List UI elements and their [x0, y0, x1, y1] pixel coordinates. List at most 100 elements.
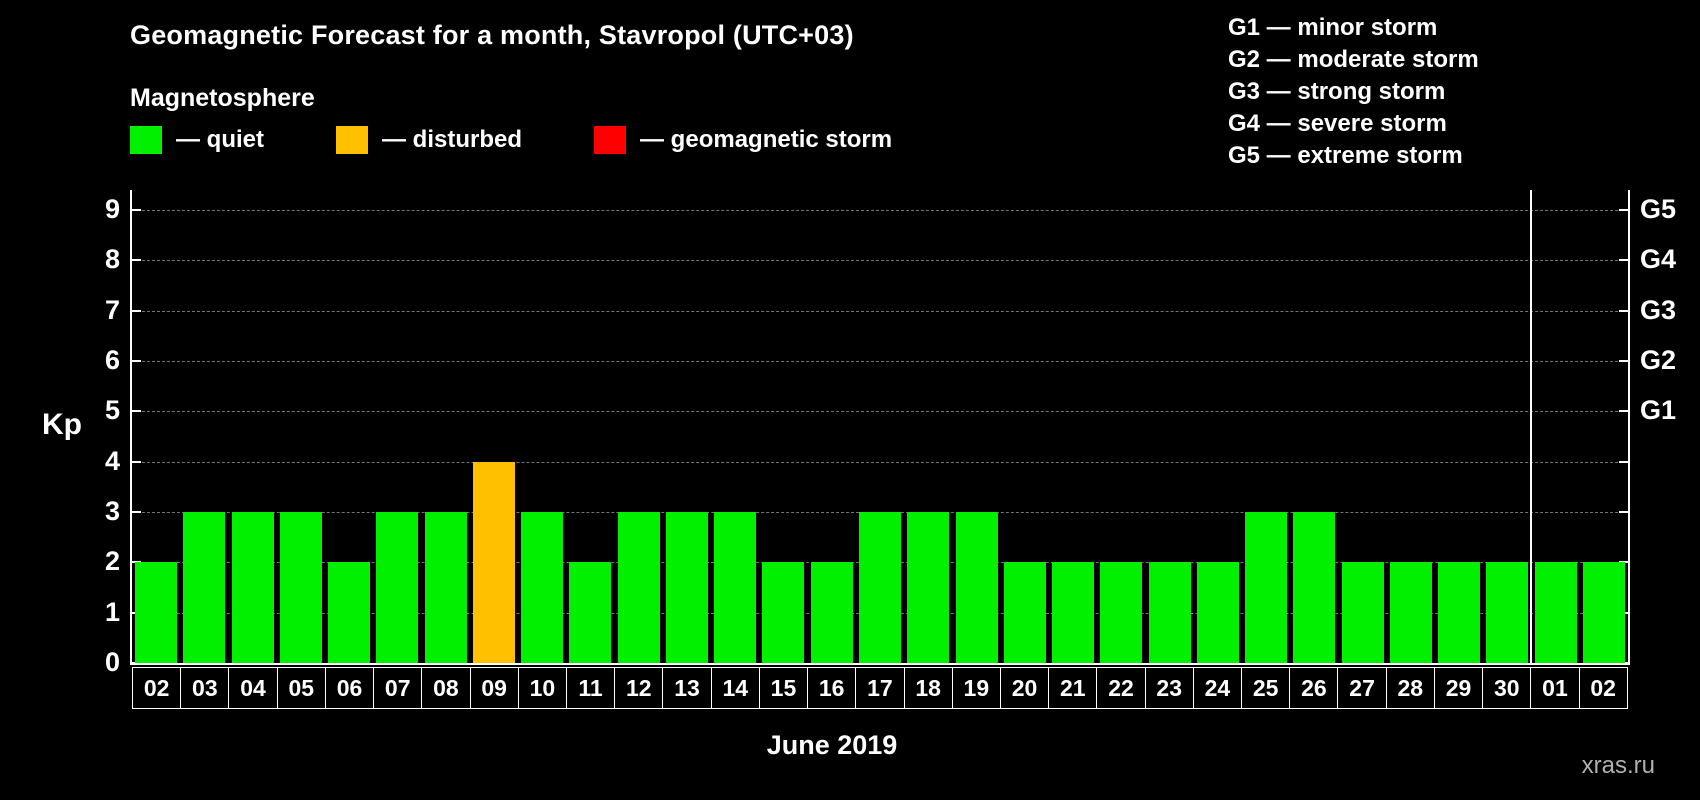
kp-bar-day-16	[810, 562, 853, 663]
axis-tick	[132, 511, 141, 514]
storm-scale-legend: G1 — minor storm G2 — moderate storm G3 — …	[1228, 12, 1479, 172]
day-label: 03	[180, 667, 230, 709]
gridline-kp-4	[132, 461, 1628, 463]
day-label: 21	[1048, 667, 1098, 709]
kp-bar-day-23	[1148, 562, 1191, 663]
kp-bar-day-13	[665, 512, 708, 663]
day-label: 19	[951, 667, 1001, 709]
day-label: 18	[903, 667, 953, 709]
quiet-color-swatch	[130, 126, 162, 154]
disturbed-color-swatch	[336, 126, 368, 154]
gridline-kp-6	[132, 361, 1628, 363]
axis-tick	[132, 309, 141, 312]
storm-color-swatch	[594, 126, 627, 154]
axis-tick	[1619, 561, 1628, 564]
day-label: 24	[1192, 667, 1243, 709]
day-label: 04	[228, 667, 278, 709]
day-label: 08	[421, 667, 471, 709]
day-label: 29	[1433, 667, 1484, 709]
kp-bar-day-12	[617, 512, 660, 663]
y-axis-title: Kp	[42, 408, 82, 441]
kp-bar-day-21	[1052, 562, 1095, 663]
y-tick-label-8: 8	[104, 244, 120, 275]
axis-tick	[132, 209, 141, 212]
kp-bar-day-09	[472, 461, 515, 663]
g-scale-label-G3: G3	[1640, 294, 1677, 325]
legend-item-disturbed: — disturbed	[336, 126, 522, 154]
g-scale-label-G1: G1	[1640, 395, 1677, 426]
kp-bar-day-29	[1438, 562, 1481, 663]
axis-tick	[132, 410, 141, 413]
watermark: xras.ru	[1581, 752, 1655, 779]
day-label: 14	[710, 667, 760, 709]
day-label: 02	[1578, 667, 1628, 709]
kp-bar-day-19	[955, 512, 998, 663]
axis-tick	[132, 259, 141, 262]
x-axis-title: June 2019	[766, 730, 898, 760]
kp-bar-day-04	[231, 512, 274, 663]
kp-bar-day-20	[1003, 562, 1046, 663]
day-label: 07	[373, 667, 423, 709]
day-label: 02	[132, 667, 182, 709]
kp-bar-day-25	[1245, 512, 1288, 663]
y-tick-label-0: 0	[104, 647, 120, 677]
day-label: 22	[1096, 667, 1146, 709]
axis-tick	[1619, 259, 1628, 262]
day-label: 12	[614, 667, 664, 709]
plot-area	[130, 190, 1630, 665]
day-label: 16	[807, 667, 857, 709]
kp-bar-day-17	[859, 512, 901, 663]
gridline-kp-8	[132, 260, 1628, 262]
day-label: 26	[1289, 667, 1339, 709]
status-legend: — quiet — disturbed — geomagnetic storm	[130, 126, 964, 154]
legend-label-disturbed: — disturbed	[382, 126, 523, 153]
y-tick-label-3: 3	[104, 496, 120, 527]
month-boundary-line	[1530, 190, 1533, 663]
day-label: 28	[1385, 667, 1435, 709]
axis-tick	[132, 360, 141, 363]
kp-bar-day-15	[762, 562, 805, 663]
kp-bar-day-18	[907, 512, 950, 663]
axis-tick	[1619, 460, 1628, 463]
chart-title: Geomagnetic Forecast for a month, Stavro…	[130, 20, 854, 50]
storm-scale-item: G5 — extreme storm	[1228, 142, 1463, 169]
kp-bar-day-03	[183, 512, 226, 663]
kp-bar-day-06	[328, 562, 371, 663]
day-label: 30	[1482, 667, 1532, 709]
kp-bar-day-30	[1486, 562, 1529, 663]
day-label: 11	[565, 667, 616, 709]
gridline-kp-7	[132, 310, 1628, 312]
kp-bar-day-26	[1293, 512, 1336, 663]
storm-scale-item: G1 — minor storm	[1228, 14, 1438, 41]
axis-tick	[1619, 360, 1628, 363]
kp-bar-day-01	[1534, 562, 1577, 663]
axis-tick	[1619, 209, 1628, 212]
axis-tick	[1619, 511, 1628, 514]
kp-bar-day-05	[279, 512, 322, 663]
day-label: 25	[1241, 667, 1291, 709]
kp-bar-day-08	[424, 512, 467, 663]
magnetosphere-label: Magnetosphere	[130, 84, 315, 112]
axis-tick	[132, 460, 141, 463]
kp-bar-day-07	[376, 512, 419, 663]
axis-tick	[1619, 662, 1628, 664]
storm-scale-item: G2 — moderate storm	[1228, 46, 1479, 73]
kp-bar-day-14	[714, 512, 757, 663]
y-tick-label-5: 5	[104, 395, 120, 426]
axis-tick	[132, 561, 141, 564]
gridline-kp-9	[132, 210, 1628, 212]
day-label: 09	[469, 667, 519, 709]
day-label: 13	[662, 667, 712, 709]
kp-bar-day-11	[569, 562, 612, 663]
kp-bar-day-22	[1100, 562, 1143, 663]
y-tick-label-9: 9	[104, 194, 120, 225]
y-tick-label-2: 2	[104, 546, 120, 577]
day-axis: 02 03 04 05 06 07 08 09 10 11 12 13 14 15 16 17 18 19 20 21…	[132, 667, 1628, 709]
day-label: 10	[517, 667, 567, 709]
g-scale-label-G2: G2	[1640, 345, 1677, 376]
day-label: 23	[1144, 667, 1194, 709]
day-label: 27	[1337, 667, 1387, 709]
kp-bar-day-24	[1196, 562, 1239, 663]
legend-label-quiet: — quiet	[176, 126, 264, 153]
y-tick-label-1: 1	[104, 596, 120, 627]
